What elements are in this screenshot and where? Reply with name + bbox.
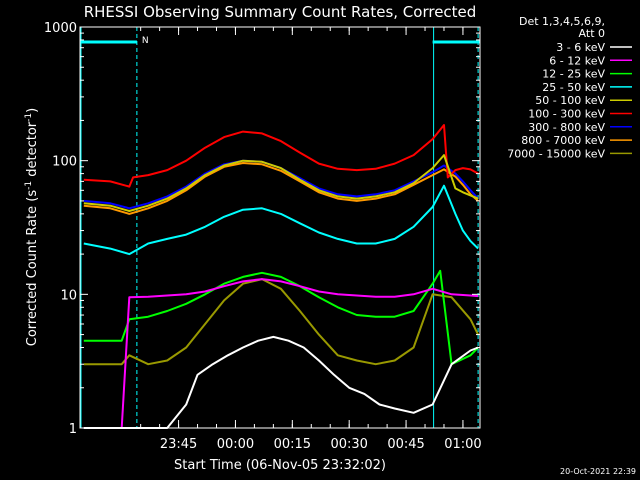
x-tick-label: 23:45 — [160, 437, 197, 452]
legend-label: 25 - 50 keV — [542, 81, 605, 94]
y-axis-label-superscript: -1 — [24, 113, 34, 122]
series-line — [83, 278, 479, 429]
axes: 1 10 100 1000 23:45 00:00 00:15 00:30 00:45 01:00 — [44, 21, 482, 452]
y-axis-label-superscript: -1 — [24, 181, 34, 190]
series-line — [83, 154, 479, 212]
legend-label: 3 - 6 keV — [556, 41, 605, 54]
series-line — [83, 162, 479, 215]
series-line — [83, 335, 479, 429]
series-line — [83, 159, 479, 210]
plot-area: N — [80, 27, 480, 429]
chart-title: RHESSI Observing Summary Count Rates, Co… — [84, 3, 477, 21]
legend-label: 50 - 100 keV — [535, 94, 605, 107]
y-tick-label: 1000 — [44, 21, 77, 36]
timestamp: 20-Oct-2021 22:39 — [560, 467, 636, 476]
x-tick-label: 00:45 — [387, 437, 424, 452]
legend-label: 800 - 7000 keV — [521, 134, 605, 147]
y-tick-label: 1 — [69, 422, 77, 437]
y-axis-label-part: Corrected Count Rate (s — [25, 190, 40, 347]
series-line — [83, 278, 479, 366]
x-tick-label: 01:00 — [444, 437, 481, 452]
legend-label: 300 - 800 keV — [528, 121, 605, 134]
marker-label: N — [142, 36, 149, 46]
y-tick-label: 100 — [52, 155, 77, 170]
y-axis-label-part: detector — [25, 121, 40, 181]
x-tick-label: 00:00 — [217, 437, 254, 452]
series-line — [83, 184, 479, 256]
x-tick-label: 00:30 — [330, 437, 367, 452]
legend-header: Att 0 — [579, 27, 605, 40]
series-line — [83, 124, 479, 188]
y-tick-label: 10 — [60, 288, 77, 303]
x-axis-label: Start Time (06-Nov-05 23:32:02) — [174, 458, 386, 473]
x-tick-label: 00:15 — [274, 437, 311, 452]
legend-label: 7000 - 15000 keV — [507, 147, 605, 160]
legend-label: 6 - 12 keV — [549, 54, 605, 67]
legend-label: 100 - 300 keV — [528, 108, 605, 121]
y-axis-label-part: ) — [25, 108, 40, 113]
plot-frame — [79, 26, 481, 429]
legend-label: 12 - 25 keV — [542, 68, 605, 81]
legend-header: Det 1,3,4,5,6,9, — [519, 15, 605, 28]
y-axis-label: Corrected Count Rate (s-1 detector-1) — [24, 108, 40, 346]
